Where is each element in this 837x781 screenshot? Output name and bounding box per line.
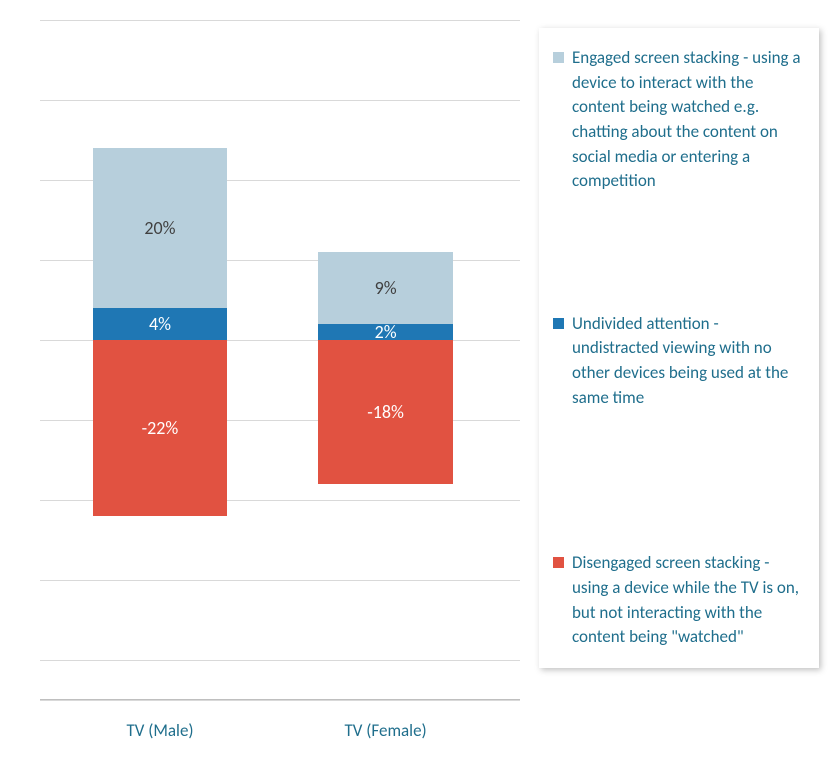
x-axis-labels: TV (Male) TV (Female) <box>40 720 520 750</box>
bar-value-label: -18% <box>367 401 404 423</box>
legend-item: Disengaged screen stacking - using a dev… <box>553 551 805 650</box>
legend-spacer <box>553 410 805 551</box>
legend-text: Engaged screen stacking - using a device… <box>572 46 805 194</box>
bar-value-label: 20% <box>144 217 175 239</box>
bar-segment-undivided: 4% <box>93 308 227 340</box>
chart-container: 4% 20% -22% 2% 9% -18% TV (Male) TV (Female) E… <box>0 0 837 781</box>
chart-legend: Engaged screen stacking - using a device… <box>539 28 819 668</box>
bar-group: 2% 9% -18% <box>318 20 452 700</box>
legend-swatch <box>553 52 564 63</box>
bar-value-label: 9% <box>375 277 397 299</box>
bar-group: 4% 20% -22% <box>93 20 227 700</box>
bar-value-label: 4% <box>149 313 171 335</box>
legend-item: Undivided attention - undistracted viewi… <box>553 312 805 411</box>
bar-segment-disengaged: -18% <box>318 340 452 484</box>
legend-text: Disengaged screen stacking - using a dev… <box>572 551 805 650</box>
legend-swatch <box>553 557 564 568</box>
gridline <box>40 700 520 701</box>
x-axis-label: TV (Female) <box>345 720 427 741</box>
x-axis-label: TV (Male) <box>126 720 193 741</box>
legend-spacer <box>553 194 805 312</box>
legend-item: Engaged screen stacking - using a device… <box>553 46 805 194</box>
legend-swatch <box>553 318 564 329</box>
legend-text: Undivided attention - undistracted viewi… <box>572 312 805 411</box>
bar-segment-engaged: 20% <box>93 148 227 308</box>
bar-segment-undivided: 2% <box>318 324 452 340</box>
bar-segment-engaged: 9% <box>318 252 452 324</box>
plot-area: 4% 20% -22% 2% 9% -18% <box>40 20 520 700</box>
bar-segment-disengaged: -22% <box>93 340 227 516</box>
bar-value-label: -22% <box>142 417 179 439</box>
